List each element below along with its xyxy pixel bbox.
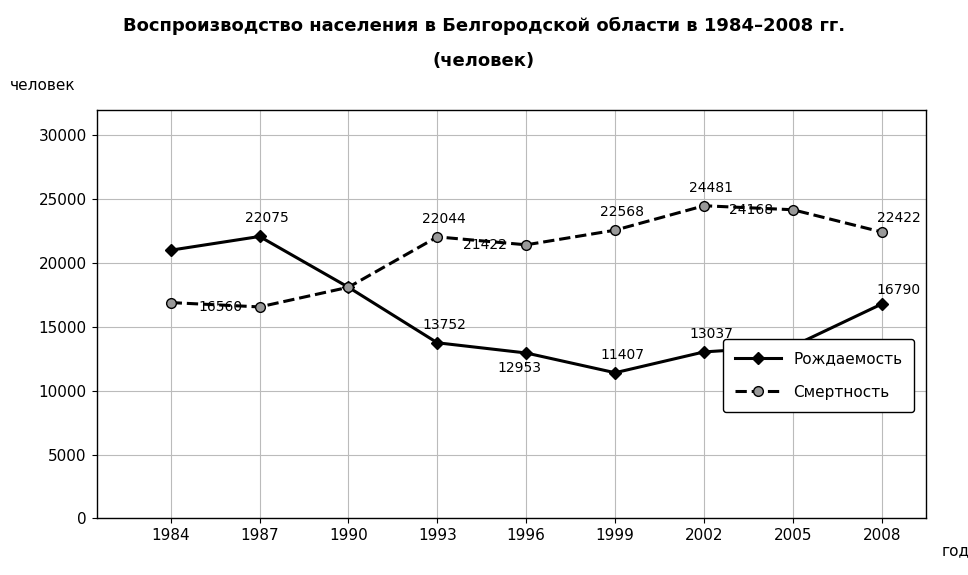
Смертность bbox=[432, 233, 443, 240]
Смертность bbox=[787, 206, 799, 213]
Text: 22075: 22075 bbox=[245, 212, 288, 225]
Смертность bbox=[698, 202, 710, 209]
Text: 21422: 21422 bbox=[463, 238, 506, 252]
Рождаемость bbox=[876, 301, 888, 308]
Смертность bbox=[876, 229, 888, 236]
Text: 24481: 24481 bbox=[689, 181, 733, 194]
Text: 16790: 16790 bbox=[876, 283, 921, 297]
Рождаемость bbox=[521, 350, 532, 356]
X-axis label: год: год bbox=[941, 543, 968, 558]
Text: 22044: 22044 bbox=[422, 212, 467, 226]
Text: 11407: 11407 bbox=[600, 348, 644, 362]
Legend: Рождаемость, Смертность: Рождаемость, Смертность bbox=[723, 339, 915, 412]
Y-axis label: человек: человек bbox=[10, 78, 76, 93]
Text: 12953: 12953 bbox=[498, 361, 541, 375]
Text: 22568: 22568 bbox=[600, 205, 644, 219]
Text: 22422: 22422 bbox=[877, 211, 921, 225]
Рождаемость bbox=[698, 348, 710, 355]
Рождаемость bbox=[165, 247, 176, 254]
Смертность bbox=[254, 304, 265, 310]
Рождаемость bbox=[432, 339, 443, 346]
Text: 13752: 13752 bbox=[422, 317, 467, 332]
Рождаемость bbox=[343, 284, 354, 291]
Рождаемость bbox=[787, 343, 799, 350]
Text: 24168: 24168 bbox=[729, 203, 773, 217]
Рождаемость bbox=[609, 369, 620, 376]
Рождаемость bbox=[254, 233, 265, 240]
Смертность bbox=[165, 299, 176, 306]
Line: Смертность: Смертность bbox=[166, 201, 887, 312]
Text: (человек): (человек) bbox=[433, 52, 535, 70]
Line: Рождаемость: Рождаемость bbox=[166, 232, 886, 377]
Text: 13037: 13037 bbox=[689, 327, 733, 341]
Смертность bbox=[521, 242, 532, 248]
Смертность bbox=[343, 284, 354, 291]
Text: 13486: 13486 bbox=[777, 354, 822, 369]
Смертность bbox=[609, 227, 620, 233]
Text: Воспроизводство населения в Белгородской области в 1984–2008 гг.: Воспроизводство населения в Белгородской… bbox=[123, 17, 845, 36]
Text: 16560: 16560 bbox=[198, 300, 243, 314]
